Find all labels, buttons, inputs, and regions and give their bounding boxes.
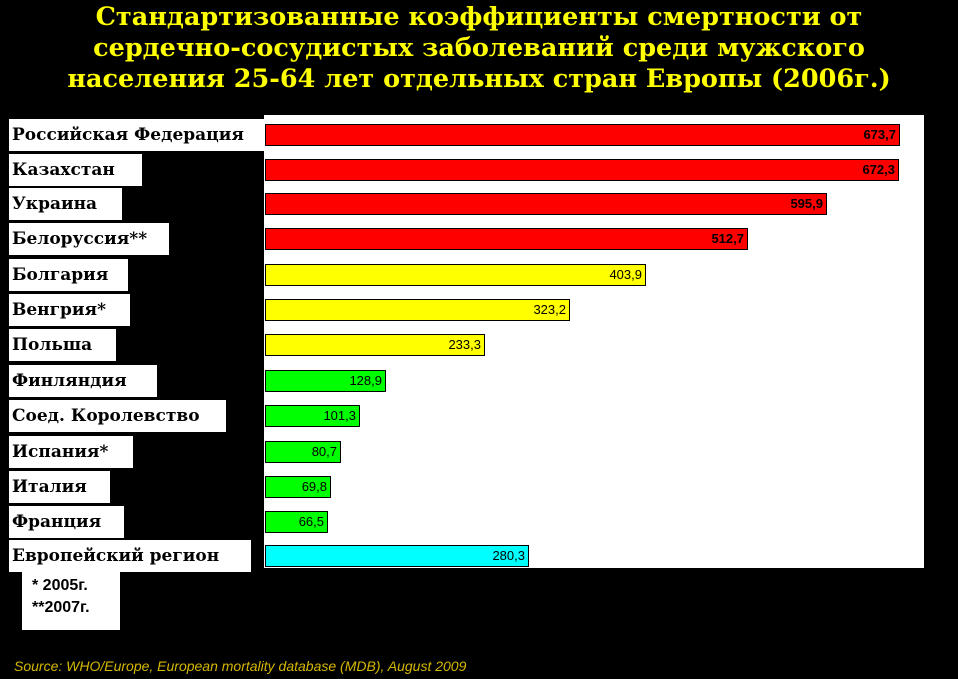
source-note: Source: WHO/Europe, European mortality d…: [14, 658, 467, 674]
category-label: Венгрия*: [9, 294, 130, 326]
chart-title: Стандартизованные коэффициенты смертност…: [0, 2, 958, 95]
bar: [265, 227, 748, 250]
title-line-2: сердечно-сосудистых заболеваний среди му…: [93, 33, 865, 63]
data-label: 512,7: [711, 230, 744, 246]
category-label: Италия: [9, 471, 110, 503]
category-label: Финляндия: [9, 365, 157, 398]
category-label: Российская Федерация: [9, 119, 272, 151]
category-label: Франция: [9, 505, 124, 538]
bar: [265, 193, 827, 216]
category-label: Болгария: [9, 259, 128, 292]
bar: [265, 476, 331, 498]
title-line-1: Стандартизованные коэффициенты смертност…: [95, 2, 863, 32]
bar: [265, 333, 485, 356]
category-label: Белоруссия**: [9, 222, 169, 255]
bar: [265, 264, 646, 287]
category-label: Казахстан: [9, 153, 142, 186]
bar: [265, 370, 386, 393]
title-line-3: населения 25-64 лет отдельных стран Евро…: [67, 64, 891, 94]
bar: [265, 299, 570, 321]
bar: [265, 510, 328, 533]
bar: [265, 441, 341, 464]
data-label: 595,9: [790, 196, 823, 212]
data-label: 672,3: [862, 161, 895, 177]
data-label: 101,3: [323, 407, 356, 423]
footnote-box: * 2005г. **2007г.: [22, 568, 120, 630]
data-label: 323,2: [533, 302, 566, 317]
category-label: Украина: [9, 188, 122, 221]
category-label: Европейский регион: [9, 540, 251, 573]
bar: [265, 404, 360, 427]
data-label: 80,7: [311, 444, 337, 460]
data-label: 280,3: [492, 548, 525, 564]
data-label: 69,8: [301, 479, 327, 494]
bar: [265, 545, 529, 568]
category-label: Испания*: [9, 436, 133, 469]
category-label: Соед. Королевство: [9, 399, 226, 432]
bar: [265, 124, 900, 146]
data-label: 66,5: [298, 513, 324, 529]
data-label: 128,9: [349, 373, 382, 389]
chart-plot-area: 673,7 672,3 595,9 512,7 403,9 323,2 233,3 128,9…: [264, 115, 924, 568]
bar: [265, 158, 899, 181]
footnote-2007: **2007г.: [32, 599, 90, 616]
footnote-2005: * 2005г.: [32, 577, 88, 594]
data-label: 673,7: [863, 127, 896, 142]
data-label: 233,3: [448, 336, 481, 352]
data-label: 403,9: [609, 267, 642, 283]
category-label: Польша: [9, 328, 116, 361]
